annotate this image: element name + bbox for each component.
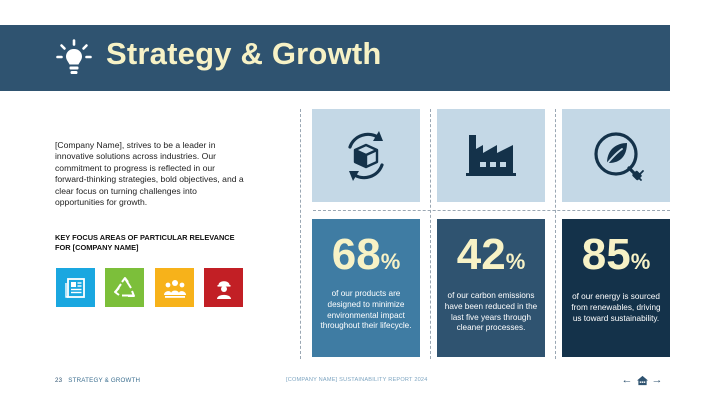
newspaper-icon bbox=[56, 268, 95, 307]
home-icon bbox=[636, 375, 648, 385]
divider bbox=[300, 109, 301, 359]
divider bbox=[430, 109, 431, 359]
section-name: STRATEGY & GROWTH bbox=[68, 377, 141, 384]
divider bbox=[313, 210, 670, 211]
report-name: [COMPANY NAME] SUSTAINABILITY REPORT 202… bbox=[286, 377, 428, 383]
page-title: Strategy & Growth bbox=[106, 36, 382, 71]
footer-section: 23 STRATEGY & GROWTH bbox=[55, 377, 140, 384]
recycle-icon bbox=[105, 268, 144, 307]
arrow-right-icon: → bbox=[651, 374, 663, 386]
next-button[interactable]: → bbox=[650, 372, 664, 388]
intro-paragraph: [Company Name], strives to be a leader i… bbox=[55, 140, 244, 208]
stat-value: 85% bbox=[581, 230, 651, 279]
stat-value: 68% bbox=[331, 230, 401, 279]
arrow-left-icon: ← bbox=[621, 374, 633, 386]
stat-card-emissions: 42% of our carbon emissions have been re… bbox=[437, 219, 545, 357]
focus-areas-heading: KEY FOCUS AREAS OF PARTICULAR RELEVANCE … bbox=[55, 233, 235, 252]
recycle-box-icon bbox=[312, 109, 420, 202]
page-number: 23 bbox=[55, 377, 63, 384]
community-icon bbox=[155, 268, 194, 307]
lightbulb-icon bbox=[56, 39, 92, 74]
home-button[interactable] bbox=[634, 372, 650, 388]
worker-icon bbox=[204, 268, 243, 307]
stat-description: of our products are designed to minimize… bbox=[320, 289, 412, 331]
title-banner: Strategy & Growth bbox=[0, 25, 670, 91]
green-energy-icon bbox=[562, 109, 670, 202]
stat-card-energy: 85% of our energy is sourced from renewa… bbox=[562, 219, 670, 357]
stat-description: of our energy is sourced from renewables… bbox=[571, 292, 661, 323]
stat-description: of our carbon emissions have been reduce… bbox=[444, 291, 538, 333]
prev-button[interactable]: ← bbox=[620, 372, 634, 388]
divider bbox=[555, 109, 556, 359]
stat-value: 42% bbox=[456, 230, 526, 279]
factory-icon bbox=[437, 109, 545, 202]
stat-card-products: 68% of our products are designed to mini… bbox=[312, 219, 420, 357]
